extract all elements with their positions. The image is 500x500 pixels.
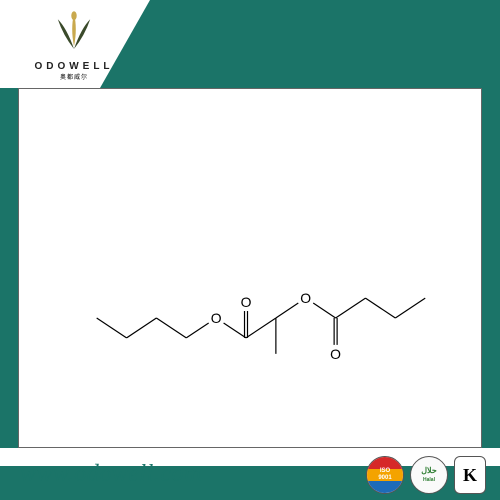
atom-label: O — [300, 290, 311, 306]
kosher-badge-icon: K — [454, 456, 486, 494]
bond — [186, 323, 208, 338]
bond — [365, 298, 395, 318]
side-band-left — [0, 88, 18, 448]
logo-mark-icon — [47, 8, 101, 54]
page-frame: ODOWELL 奥都威尔 O O O O www.odowell.com ISO900… — [0, 0, 500, 500]
footer-url: www.odowell.com — [20, 461, 202, 488]
brand-logo: ODOWELL 奥都威尔 — [14, 8, 134, 81]
bond — [224, 323, 246, 338]
bond — [127, 318, 157, 338]
certification-badges: ISO9001 حلالHalal K — [366, 456, 486, 494]
content-frame: O O O O — [18, 88, 482, 448]
atom-label: O — [211, 310, 222, 326]
halal-badge-icon: حلالHalal — [410, 456, 448, 494]
brand-subtitle: 奥都威尔 — [14, 72, 134, 81]
bond — [395, 298, 425, 318]
atom-label: O — [241, 294, 252, 310]
bond — [313, 303, 335, 318]
iso-badge-icon: ISO9001 — [366, 456, 404, 494]
bond — [97, 318, 127, 338]
bond — [336, 298, 366, 318]
bond — [246, 318, 276, 338]
brand-name: ODOWELL — [14, 61, 134, 72]
side-band-right — [482, 88, 500, 448]
molecule-diagram: O O O O — [19, 89, 481, 447]
bond — [276, 303, 298, 318]
header-band-shape — [100, 0, 500, 88]
atom-label: O — [330, 346, 341, 362]
bond — [156, 318, 186, 338]
